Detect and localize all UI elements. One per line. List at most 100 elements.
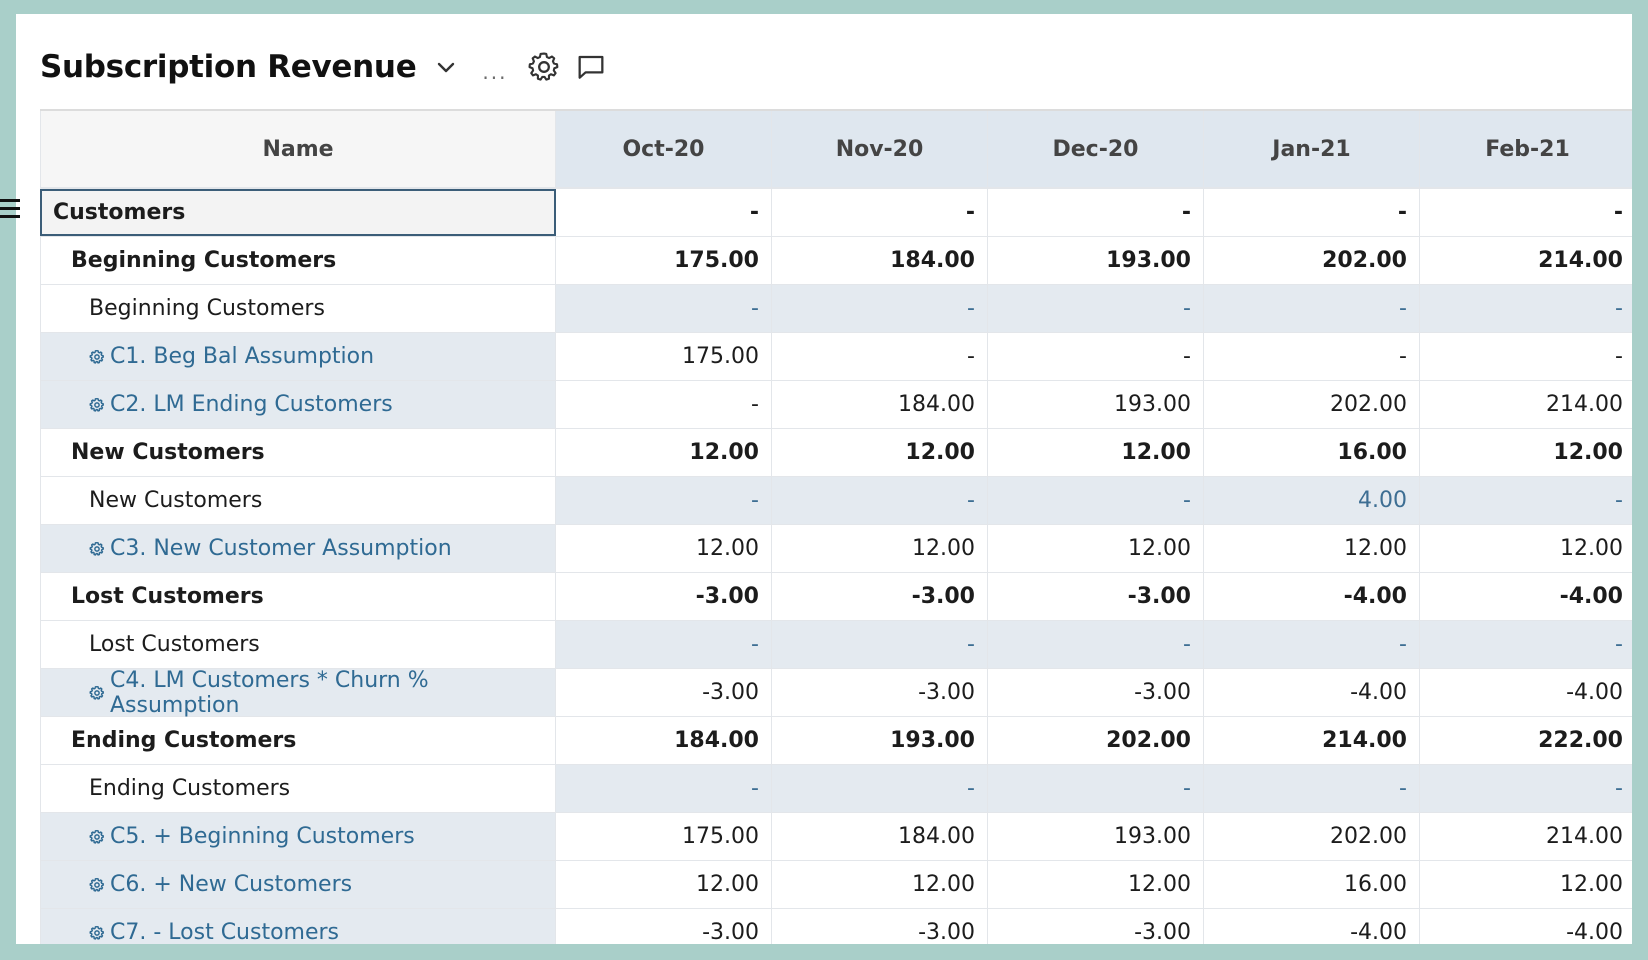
value-cell[interactable]: 16.00: [1204, 429, 1420, 476]
table-row[interactable]: C7. - Lost Customers -3.00 -3.00 -3.00 -4.00…: [40, 909, 1632, 944]
column-header-month[interactable]: Feb-21: [1420, 111, 1632, 187]
value-cell[interactable]: -3.00: [988, 669, 1204, 716]
table-row[interactable]: C4. LM Customers * Churn % Assumption -3.…: [40, 668, 1632, 718]
value-cell[interactable]: -: [1204, 765, 1420, 812]
value-cell[interactable]: -: [556, 285, 772, 332]
value-cell[interactable]: -3.00: [988, 909, 1204, 944]
value-cell[interactable]: -: [988, 477, 1204, 524]
value-cell[interactable]: 193.00: [772, 717, 988, 764]
value-cell[interactable]: 202.00: [1204, 381, 1420, 428]
value-cell[interactable]: -4.00: [1204, 573, 1420, 620]
value-cell[interactable]: -: [1420, 285, 1632, 332]
row-name[interactable]: Customers: [40, 189, 556, 236]
value-cell[interactable]: 214.00: [1420, 381, 1632, 428]
value-cell[interactable]: -: [1420, 621, 1632, 668]
value-cell[interactable]: 202.00: [988, 717, 1204, 764]
table-row[interactable]: Beginning Customers - - - - -: [40, 285, 1632, 333]
gear-icon[interactable]: [526, 49, 562, 85]
value-cell[interactable]: 214.00: [1420, 237, 1632, 284]
value-cell[interactable]: 214.00: [1204, 717, 1420, 764]
formula-row-name[interactable]: C6. + New Customers: [40, 861, 556, 908]
table-row[interactable]: Ending Customers - - - - -: [40, 765, 1632, 813]
value-cell[interactable]: -: [556, 477, 772, 524]
value-cell[interactable]: -: [1204, 285, 1420, 332]
value-cell[interactable]: 184.00: [772, 381, 988, 428]
value-cell[interactable]: 202.00: [1204, 237, 1420, 284]
value-cell[interactable]: 12.00: [988, 861, 1204, 908]
value-cell[interactable]: -: [988, 765, 1204, 812]
formula-row-name[interactable]: C4. LM Customers * Churn % Assumption: [40, 668, 556, 718]
table-row[interactable]: C3. New Customer Assumption 12.00 12.00 12.…: [40, 525, 1632, 573]
table-row[interactable]: Ending Customers 184.00 193.00 202.00 214.00…: [40, 717, 1632, 765]
value-cell[interactable]: 12.00: [556, 861, 772, 908]
comment-icon[interactable]: [574, 50, 608, 84]
value-cell[interactable]: 12.00: [988, 429, 1204, 476]
row-name[interactable]: Lost Customers: [40, 621, 556, 668]
row-name[interactable]: Ending Customers: [40, 765, 556, 812]
more-options-button[interactable]: ...: [482, 60, 508, 84]
value-cell[interactable]: 12.00: [1420, 429, 1632, 476]
value-cell[interactable]: -: [556, 381, 772, 428]
value-cell[interactable]: 202.00: [1204, 813, 1420, 860]
column-header-month[interactable]: Dec-20: [988, 111, 1204, 187]
table-row[interactable]: Beginning Customers 175.00 184.00 193.00 202…: [40, 237, 1632, 285]
value-cell[interactable]: 184.00: [772, 237, 988, 284]
table-row[interactable]: C1. Beg Bal Assumption 175.00- - - -: [40, 333, 1632, 381]
value-cell[interactable]: -: [772, 477, 988, 524]
formula-row-name[interactable]: C1. Beg Bal Assumption: [40, 333, 556, 380]
value-cell[interactable]: -4.00: [1204, 909, 1420, 944]
value-cell[interactable]: -: [772, 285, 988, 332]
value-cell[interactable]: 12.00: [1420, 861, 1632, 908]
value-cell[interactable]: -3.00: [556, 669, 772, 716]
value-cell[interactable]: -: [988, 621, 1204, 668]
value-cell[interactable]: -: [556, 765, 772, 812]
value-cell[interactable]: -: [556, 621, 772, 668]
value-cell[interactable]: 193.00: [988, 381, 1204, 428]
column-header-name[interactable]: Name: [40, 111, 556, 187]
table-row[interactable]: C5. + Beginning Customers 175.00 184.00 193…: [40, 813, 1632, 861]
value-cell[interactable]: 184.00: [556, 717, 772, 764]
value-cell[interactable]: -3.00: [556, 909, 772, 944]
value-cell[interactable]: -3.00: [988, 573, 1204, 620]
value-cell[interactable]: -: [988, 285, 1204, 332]
value-cell[interactable]: -: [1420, 477, 1632, 524]
value-cell[interactable]: -: [1420, 333, 1632, 380]
value-cell[interactable]: -: [1204, 189, 1420, 236]
value-cell[interactable]: 16.00: [1204, 861, 1420, 908]
value-cell[interactable]: -4.00: [1420, 669, 1632, 716]
row-drag-handle-icon[interactable]: [0, 199, 22, 223]
column-header-month[interactable]: Oct-20: [556, 111, 772, 187]
column-header-month[interactable]: Jan-21: [1204, 111, 1420, 187]
value-cell[interactable]: 4.00: [1204, 477, 1420, 524]
chevron-down-icon[interactable]: [434, 55, 458, 79]
value-cell[interactable]: -3.00: [772, 909, 988, 944]
table-row[interactable]: New Customers - - -4.00-: [40, 477, 1632, 525]
value-cell[interactable]: -: [556, 189, 772, 236]
table-row[interactable]: Lost Customers - - - - -: [40, 621, 1632, 669]
row-name[interactable]: Ending Customers: [40, 717, 556, 764]
value-cell[interactable]: 184.00: [772, 813, 988, 860]
table-row[interactable]: C6. + New Customers 12.00 12.00 12.00 16.00 1…: [40, 861, 1632, 909]
value-cell[interactable]: 12.00: [772, 525, 988, 572]
value-cell[interactable]: -4.00: [1420, 909, 1632, 944]
row-name[interactable]: New Customers: [40, 429, 556, 476]
value-cell[interactable]: -: [772, 621, 988, 668]
table-row[interactable]: New Customers 12.00 12.00 12.00 16.00 12.00: [40, 429, 1632, 477]
value-cell[interactable]: -: [1420, 189, 1632, 236]
value-cell[interactable]: -4.00: [1420, 573, 1632, 620]
value-cell[interactable]: 193.00: [988, 813, 1204, 860]
value-cell[interactable]: -: [772, 189, 988, 236]
formula-row-name[interactable]: C3. New Customer Assumption: [40, 525, 556, 572]
value-cell[interactable]: 12.00: [988, 525, 1204, 572]
formula-row-name[interactable]: C2. LM Ending Customers: [40, 381, 556, 428]
value-cell[interactable]: -: [988, 333, 1204, 380]
row-name[interactable]: New Customers: [40, 477, 556, 524]
value-cell[interactable]: 193.00: [988, 237, 1204, 284]
value-cell[interactable]: 222.00: [1420, 717, 1632, 764]
value-cell[interactable]: 175.00: [556, 237, 772, 284]
column-header-month[interactable]: Nov-20: [772, 111, 988, 187]
value-cell[interactable]: 12.00: [1204, 525, 1420, 572]
table-row[interactable]: Lost Customers -3.00 -3.00 -3.00 -4.00 -4.00: [40, 573, 1632, 621]
value-cell[interactable]: 12.00: [772, 429, 988, 476]
value-cell[interactable]: -: [1204, 621, 1420, 668]
